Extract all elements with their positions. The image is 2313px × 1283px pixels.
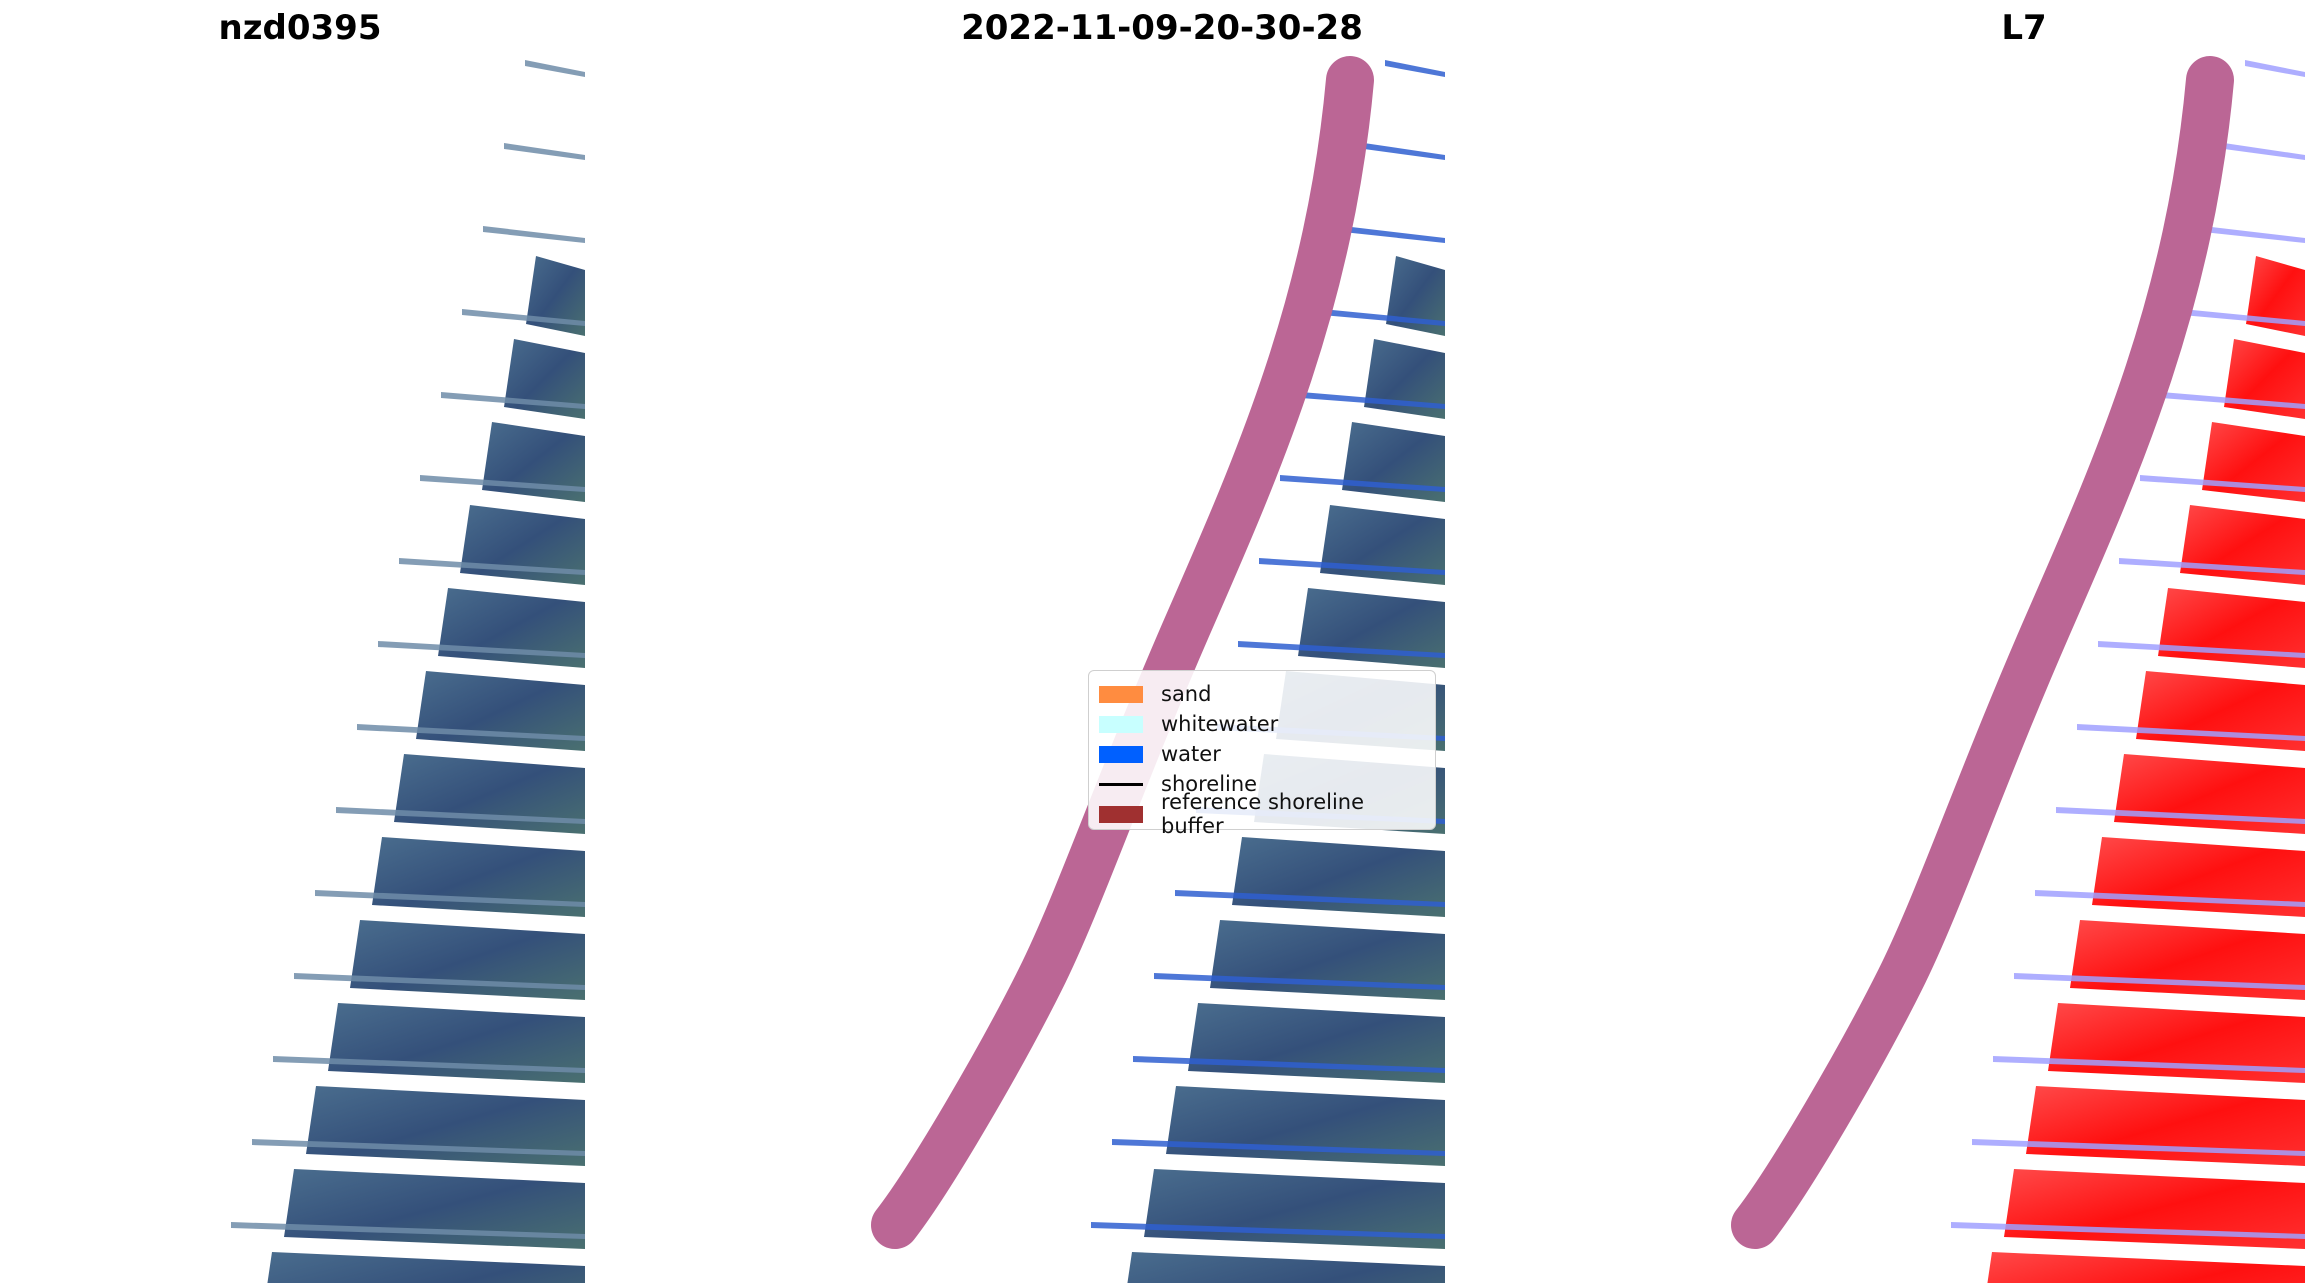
rgb-image-panel xyxy=(231,60,585,1283)
scan-stripe xyxy=(1364,143,1445,160)
scan-stripe xyxy=(1259,558,1445,575)
scan-stripe xyxy=(336,807,585,824)
scan-stripe xyxy=(1972,1139,2305,1156)
scan-stripe xyxy=(399,558,585,575)
legend-label-sand: sand xyxy=(1161,682,1212,706)
image-block xyxy=(1987,1252,2305,1283)
scan-stripe xyxy=(441,392,585,409)
scan-stripe xyxy=(420,475,585,492)
scan-stripe xyxy=(294,973,585,990)
image-block xyxy=(1127,1252,1445,1283)
legend-swatch-reference-buffer xyxy=(1099,805,1143,823)
legend-label-shoreline: shoreline xyxy=(1161,772,1258,796)
scan-stripe xyxy=(1951,1222,2305,1239)
scan-stripe xyxy=(1301,392,1445,409)
scan-stripe xyxy=(1238,641,1445,658)
water-index-panel xyxy=(1731,56,2305,1283)
panel-title-site: nzd0395 xyxy=(218,8,382,48)
legend-swatch-sand xyxy=(1099,685,1143,703)
scan-stripe xyxy=(483,226,585,243)
scan-stripe xyxy=(2140,475,2305,492)
scan-stripe xyxy=(1091,1222,1445,1239)
scan-stripe xyxy=(231,1222,585,1239)
legend-item-whitewater: whitewater xyxy=(1099,709,1425,739)
scan-stripe xyxy=(2056,807,2305,824)
scan-stripe xyxy=(2161,392,2305,409)
reference-shoreline-buffer xyxy=(1731,56,2234,1249)
scan-stripe xyxy=(504,143,585,160)
scan-stripe xyxy=(1112,1139,1445,1156)
panel-title-date: 2022-11-09-20-30-28 xyxy=(961,8,1363,48)
image-block xyxy=(1386,256,1445,336)
scan-stripe xyxy=(1322,309,1445,326)
scan-stripe xyxy=(2014,973,2305,990)
legend-item-sand: sand xyxy=(1099,679,1425,709)
image-block xyxy=(526,256,585,336)
scan-stripe xyxy=(2035,890,2305,907)
scan-stripe xyxy=(1133,1056,1445,1073)
scan-stripe xyxy=(252,1139,585,1156)
scan-stripe xyxy=(2077,724,2305,741)
scan-stripe xyxy=(2203,226,2305,243)
image-block xyxy=(2246,256,2305,336)
legend-label-whitewater: whitewater xyxy=(1161,712,1279,736)
scan-stripe xyxy=(525,60,585,77)
scan-stripe xyxy=(315,890,585,907)
scan-stripe xyxy=(2224,143,2305,160)
scan-stripe xyxy=(1343,226,1445,243)
legend-swatch-whitewater xyxy=(1099,715,1143,733)
scan-stripe xyxy=(2098,641,2305,658)
legend-swatch-water xyxy=(1099,745,1143,763)
scan-stripe xyxy=(2245,60,2305,77)
scan-stripe xyxy=(1385,60,1445,77)
scan-stripe xyxy=(1280,475,1445,492)
scan-stripe xyxy=(1154,973,1445,990)
scan-stripe xyxy=(273,1056,585,1073)
legend-label-water: water xyxy=(1161,742,1221,766)
legend: sand whitewater water shoreline referenc… xyxy=(1088,670,1436,838)
scan-stripe xyxy=(1993,1056,2305,1073)
image-block xyxy=(267,1252,585,1283)
legend-item-shoreline: shoreline xyxy=(1099,769,1425,799)
scan-stripe xyxy=(462,309,585,326)
panel-title-satellite: L7 xyxy=(2001,8,2047,48)
legend-item-reference-buffer: reference shoreline buffer xyxy=(1099,790,1425,838)
scan-stripe xyxy=(357,724,585,741)
scan-stripe xyxy=(378,641,585,658)
scan-stripe xyxy=(1175,890,1445,907)
scan-stripe xyxy=(2182,309,2305,326)
scan-stripe xyxy=(2119,558,2305,575)
legend-swatch-shoreline xyxy=(1099,782,1143,786)
legend-item-water: water xyxy=(1099,739,1425,769)
legend-label-reference-buffer: reference shoreline buffer xyxy=(1161,790,1365,838)
